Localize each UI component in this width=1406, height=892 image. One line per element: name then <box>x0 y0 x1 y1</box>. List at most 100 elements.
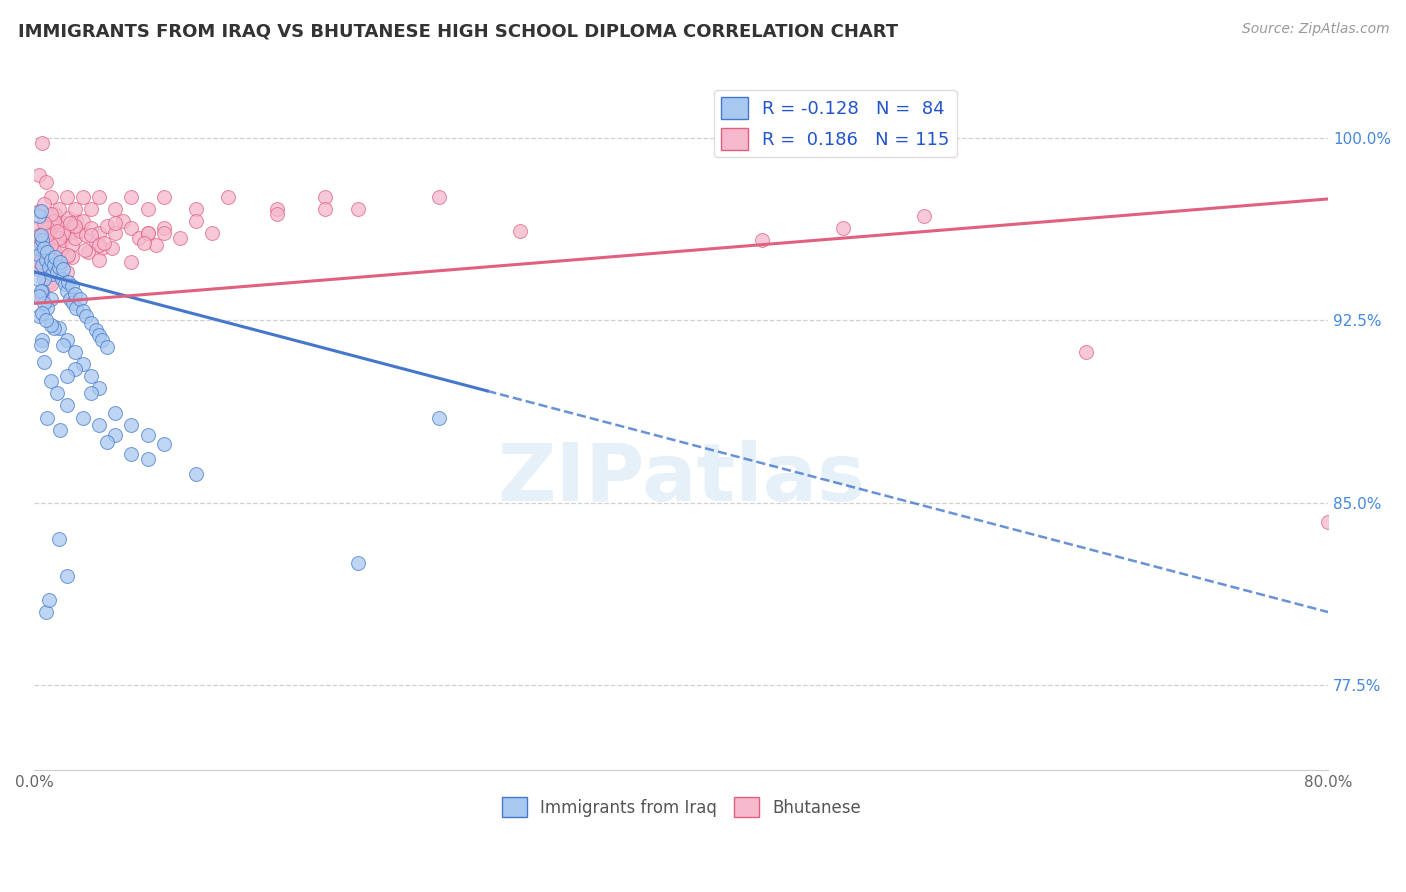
Point <box>59 292 82 306</box>
Point <box>59 216 82 230</box>
Point <box>52 233 75 247</box>
Point <box>55 568 77 582</box>
Point <box>72 410 94 425</box>
Point <box>31 136 53 150</box>
Point <box>32 216 55 230</box>
Point <box>201 226 224 240</box>
Point <box>32 241 55 255</box>
Point <box>136 452 159 467</box>
Point <box>39 206 62 220</box>
Point <box>32 255 55 269</box>
Point <box>27 241 49 255</box>
Point <box>51 221 73 235</box>
Point <box>28 248 51 262</box>
Point <box>63 286 86 301</box>
Point <box>30 238 52 252</box>
Point <box>49 241 72 255</box>
Point <box>27 272 49 286</box>
Point <box>42 320 65 334</box>
Point <box>39 318 62 333</box>
Point <box>120 417 142 432</box>
Point <box>27 262 49 277</box>
Point <box>314 202 336 216</box>
Point <box>28 168 51 182</box>
Point <box>31 258 53 272</box>
Text: ZIPatlas: ZIPatlas <box>498 440 865 518</box>
Point <box>39 189 62 203</box>
Point <box>35 252 58 267</box>
Point <box>60 250 83 264</box>
Point <box>55 189 77 203</box>
Point <box>42 258 65 272</box>
Point <box>31 285 53 299</box>
Point <box>136 427 159 442</box>
Point <box>49 255 72 269</box>
Point <box>427 189 450 203</box>
Point <box>46 223 69 237</box>
Point <box>37 301 59 316</box>
Point <box>152 226 174 240</box>
Point <box>136 202 159 216</box>
Point <box>136 226 159 240</box>
Point <box>63 345 86 359</box>
Point <box>46 386 69 401</box>
Point <box>87 382 110 396</box>
Point <box>72 357 94 371</box>
Point <box>314 189 336 203</box>
Point <box>37 245 59 260</box>
Point <box>41 262 63 277</box>
Point <box>32 196 55 211</box>
Point <box>80 228 103 243</box>
Point <box>28 204 51 219</box>
Point <box>38 221 60 235</box>
Point <box>30 245 52 260</box>
Point <box>104 226 127 240</box>
Point <box>55 250 77 264</box>
Point <box>55 369 77 384</box>
Point <box>427 410 450 425</box>
Point <box>28 289 51 303</box>
Point <box>37 235 59 250</box>
Point <box>145 238 167 252</box>
Point <box>1074 345 1097 359</box>
Point <box>35 245 58 260</box>
Point <box>32 272 55 286</box>
Point <box>72 189 94 203</box>
Point <box>266 202 288 216</box>
Point <box>120 447 142 461</box>
Point <box>35 605 58 619</box>
Point <box>93 235 115 250</box>
Point <box>31 289 53 303</box>
Point <box>152 189 174 203</box>
Point <box>58 248 80 262</box>
Point <box>96 434 118 449</box>
Point <box>112 214 135 228</box>
Point <box>91 333 114 347</box>
Point <box>152 437 174 451</box>
Text: IMMIGRANTS FROM IRAQ VS BHUTANESE HIGH SCHOOL DIPLOMA CORRELATION CHART: IMMIGRANTS FROM IRAQ VS BHUTANESE HIGH S… <box>18 22 898 40</box>
Point <box>169 231 191 245</box>
Point <box>37 410 59 425</box>
Point <box>87 252 110 267</box>
Point <box>120 189 142 203</box>
Text: Source: ZipAtlas.com: Source: ZipAtlas.com <box>1241 22 1389 37</box>
Point <box>69 292 91 306</box>
Point <box>912 209 935 223</box>
Point <box>48 202 70 216</box>
Point <box>28 248 51 262</box>
Point <box>28 255 51 269</box>
Point <box>49 255 72 269</box>
Point <box>30 286 52 301</box>
Point <box>75 228 97 243</box>
Point <box>46 248 69 262</box>
Point <box>96 340 118 354</box>
Point <box>35 313 58 327</box>
Point <box>72 214 94 228</box>
Point <box>80 369 103 384</box>
Point <box>69 223 91 237</box>
Point <box>30 285 52 299</box>
Point <box>31 233 53 247</box>
Point <box>48 226 70 240</box>
Point <box>28 209 51 223</box>
Point <box>48 260 70 274</box>
